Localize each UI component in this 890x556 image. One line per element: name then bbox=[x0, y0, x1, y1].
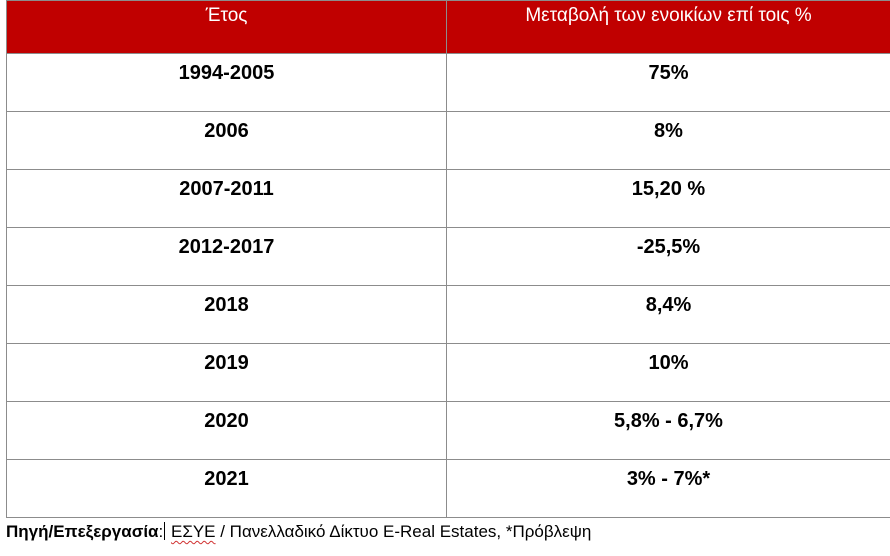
table-row: 2012-2017 -25,5% bbox=[6, 227, 890, 286]
header-rent-change: Μεταβολή των ενοικίων επί τοις % bbox=[446, 0, 890, 54]
table-row: 2019 10% bbox=[6, 343, 890, 402]
cell-change: 15,20 % bbox=[446, 169, 890, 228]
table-row: 2006 8% bbox=[6, 111, 890, 170]
cell-year: 2007-2011 bbox=[6, 169, 447, 228]
table-header-row: Έτος Μεταβολή των ενοικίων επί τοις % bbox=[6, 0, 890, 54]
source-rest: / Πανελλαδικό Δίκτυο E-Real Estates, *Πρ… bbox=[215, 522, 592, 541]
table-row: 2007-2011 15,20 % bbox=[6, 169, 890, 228]
source-label: Πηγή/Επεξεργασία bbox=[6, 522, 159, 541]
table-row: 2020 5,8% - 6,7% bbox=[6, 401, 890, 460]
cell-year: 2019 bbox=[6, 343, 447, 402]
source-acronym: ΕΣΥΕ bbox=[170, 522, 216, 541]
text-cursor bbox=[164, 522, 166, 540]
cell-year: 2006 bbox=[6, 111, 447, 170]
table-row: 2021 3% - 7%* bbox=[6, 459, 890, 518]
source-colon: : bbox=[158, 522, 164, 541]
cell-change: 5,8% - 6,7% bbox=[446, 401, 890, 460]
cell-year: 1994-2005 bbox=[6, 53, 447, 112]
source-note: Πηγή/Επεξεργασία: ΕΣΥΕ / Πανελλαδικό Δίκ… bbox=[6, 522, 591, 542]
cell-change: 3% - 7%* bbox=[446, 459, 890, 518]
cell-change: 10% bbox=[446, 343, 890, 402]
cell-change: 8,4% bbox=[446, 285, 890, 344]
cell-change: 75% bbox=[446, 53, 890, 112]
cell-year: 2018 bbox=[6, 285, 447, 344]
cell-year: 2020 bbox=[6, 401, 447, 460]
cell-year: 2021 bbox=[6, 459, 447, 518]
cell-year: 2012-2017 bbox=[6, 227, 447, 286]
cell-change: 8% bbox=[446, 111, 890, 170]
rent-change-table-container: Έτος Μεταβολή των ενοικίων επί τοις % 19… bbox=[6, 0, 890, 518]
rent-change-table: Έτος Μεταβολή των ενοικίων επί τοις % 19… bbox=[6, 0, 890, 518]
table-row: 1994-2005 75% bbox=[6, 53, 890, 112]
cell-change: -25,5% bbox=[446, 227, 890, 286]
header-year: Έτος bbox=[6, 0, 447, 54]
table-row: 2018 8,4% bbox=[6, 285, 890, 344]
